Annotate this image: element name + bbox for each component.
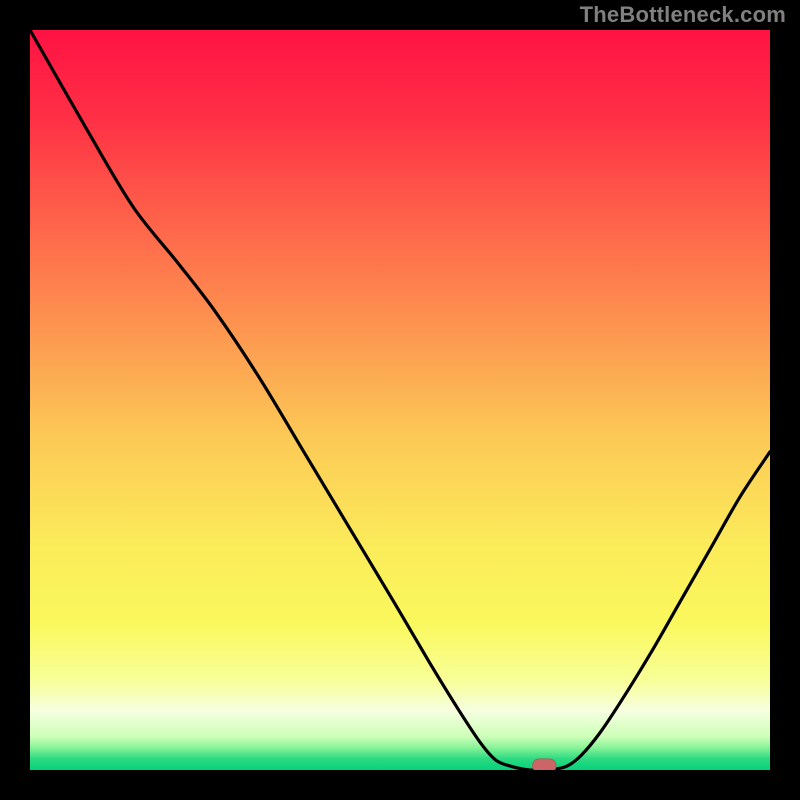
optimal-marker	[532, 759, 556, 770]
chart-frame: TheBottleneck.com	[0, 0, 800, 800]
watermark-text: TheBottleneck.com	[580, 2, 786, 28]
plot-area	[30, 30, 770, 770]
chart-svg	[30, 30, 770, 770]
gradient-background	[30, 30, 770, 770]
